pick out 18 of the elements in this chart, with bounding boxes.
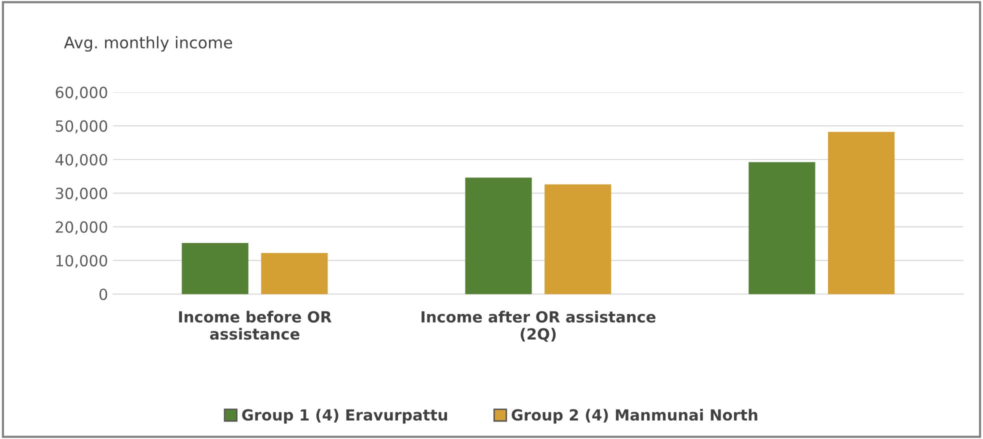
y-tick-label: 40,000 xyxy=(55,154,108,168)
y-tick-label: 10,000 xyxy=(56,254,108,268)
y-tick-label: 0 xyxy=(99,288,108,300)
bar xyxy=(465,178,532,294)
chart-title: Avg. monthly income xyxy=(64,36,232,52)
legend-label: Group 2 (4) Manmunai North xyxy=(512,408,758,424)
x-tick-label: Income after OR assistance (2Q) xyxy=(422,310,656,342)
y-tick-label: 50,000 xyxy=(56,120,108,134)
y-tick-label: 30,000 xyxy=(56,188,108,201)
bar xyxy=(828,132,895,294)
bar xyxy=(748,162,816,294)
bar xyxy=(544,184,612,294)
bar xyxy=(182,242,248,294)
bar xyxy=(261,253,328,294)
y-tick-label: 20,000 xyxy=(56,221,108,234)
y-tick-label: 60,000 xyxy=(56,86,108,100)
x-tick-label: Income before OR assistance xyxy=(179,310,332,340)
legend-label: Group 1 (4) Eravurpattu xyxy=(242,408,448,424)
